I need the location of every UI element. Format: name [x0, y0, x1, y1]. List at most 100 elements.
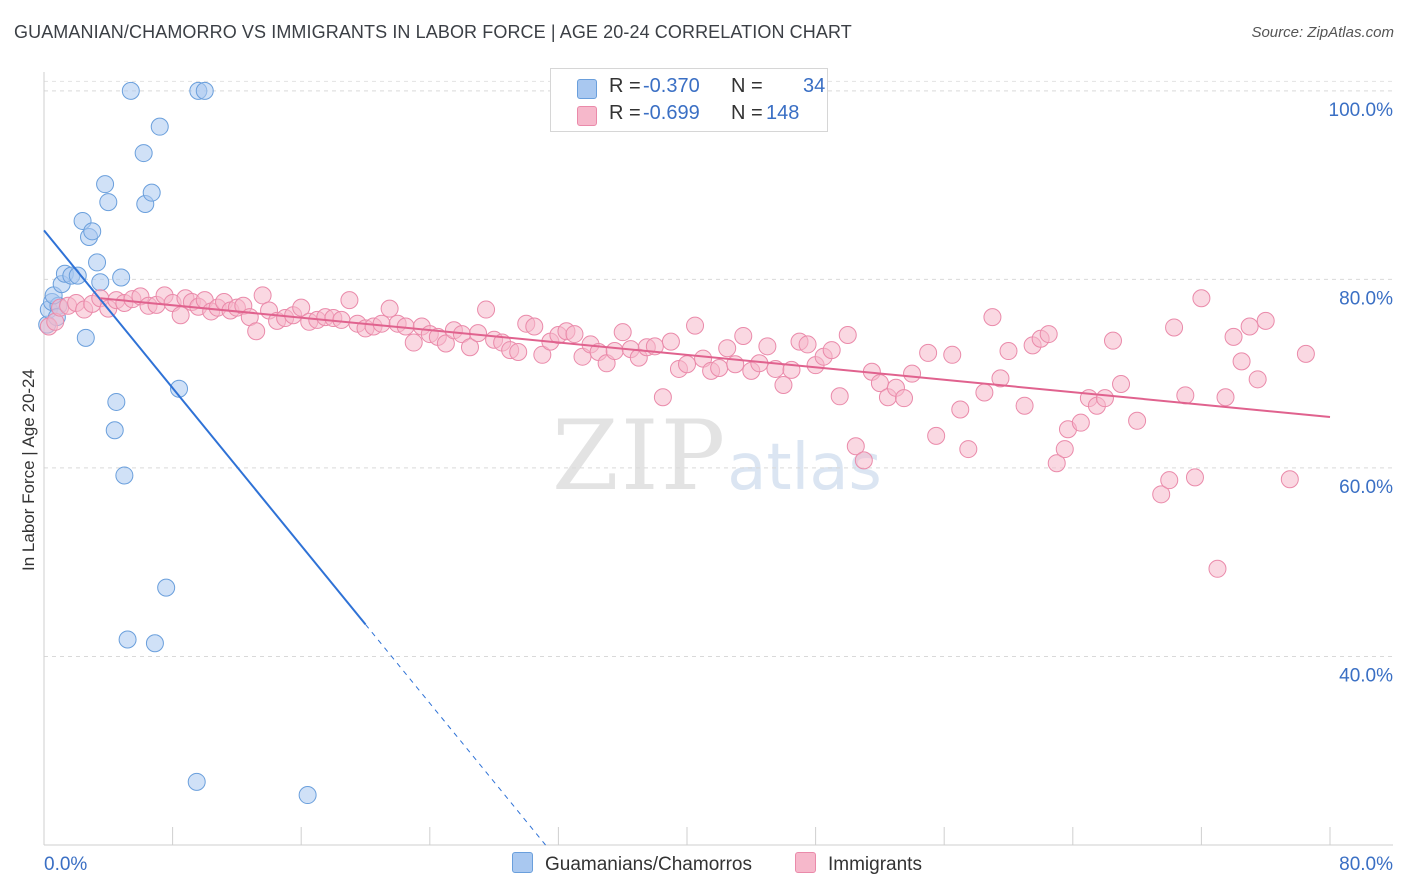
point-immigrant — [1192, 289, 1211, 308]
point-guamanian — [96, 175, 115, 194]
point-immigrant — [1248, 370, 1267, 389]
point-immigrant — [822, 341, 841, 360]
point-guamanian — [112, 268, 131, 287]
point-immigrant — [999, 342, 1018, 361]
point-guamanian — [157, 578, 176, 597]
stats-n-label: N = — [731, 75, 763, 97]
point-immigrant — [718, 339, 737, 358]
point-immigrant — [1152, 485, 1171, 504]
point-immigrant — [340, 291, 359, 310]
point-immigrant — [1015, 396, 1034, 415]
point-guamanian — [142, 183, 161, 202]
point-immigrant — [469, 324, 488, 343]
point-guamanian — [121, 81, 140, 100]
x-tick-label: 0.0% — [44, 854, 87, 875]
point-immigrant — [404, 333, 423, 352]
axis-layer — [43, 72, 1393, 846]
point-guamanian — [118, 630, 137, 649]
point-guamanian — [187, 772, 206, 791]
stats-r-value: -0.699 — [643, 102, 700, 124]
point-immigrant — [436, 334, 455, 353]
point-immigrant — [983, 308, 1002, 327]
point-immigrant — [758, 337, 777, 356]
point-guamanian — [83, 222, 102, 241]
point-immigrant — [943, 345, 962, 364]
point-guamanian — [145, 634, 164, 653]
point-guamanian — [68, 266, 87, 285]
point-immigrant — [830, 387, 849, 406]
watermark-zip: ZIP — [552, 400, 728, 512]
point-immigrant — [332, 310, 351, 329]
point-immigrant — [1176, 386, 1195, 405]
point-immigrant — [1047, 454, 1066, 473]
point-immigrant — [1208, 559, 1227, 578]
point-immigrant — [991, 369, 1010, 388]
legend-swatch-guamanian — [512, 852, 533, 873]
point-immigrant — [1224, 327, 1243, 346]
stats-row-immigrants: R = -0.699 N = 148 — [551, 102, 827, 128]
point-immigrant — [951, 400, 970, 419]
tick-label-layer: 40.0% 60.0% 80.0% 100.0% 0.0% 80.0% — [44, 100, 1393, 875]
y-tick-label: 40.0% — [1339, 665, 1393, 686]
trend-line-guamanian-extension — [365, 624, 546, 846]
trend-layer — [43, 229, 1331, 846]
chart-title: GUAMANIAN/CHAMORRO VS IMMIGRANTS IN LABO… — [14, 22, 852, 42]
point-immigrant — [1240, 317, 1259, 336]
legend-label-immigrants: Immigrants — [828, 854, 922, 875]
point-immigrant — [1185, 468, 1204, 487]
point-guamanian — [99, 193, 118, 212]
point-immigrant — [525, 317, 544, 336]
point-immigrant — [661, 332, 680, 351]
point-immigrant — [1112, 375, 1131, 394]
point-immigrant — [253, 286, 272, 305]
point-immigrant — [903, 364, 922, 383]
point-immigrant — [1256, 311, 1275, 330]
point-immigrant — [846, 437, 865, 456]
legend-label-guamanian: Guamanians/Chamorros — [545, 854, 752, 875]
point-immigrant — [895, 389, 914, 408]
point-immigrant — [1296, 344, 1315, 363]
point-guamanian — [91, 273, 110, 292]
y-tick-label: 60.0% — [1339, 477, 1393, 498]
point-immigrant — [1128, 411, 1147, 430]
stats-box: R = -0.370 N = 34 R = -0.699 N = 148 — [550, 68, 828, 132]
point-immigrant — [710, 359, 729, 378]
point-guamanian — [115, 466, 134, 485]
y-axis-title: In Labor Force | Age 20-24 — [19, 369, 38, 571]
stats-n-label: N = — [731, 102, 763, 124]
point-immigrant — [798, 335, 817, 354]
y-tick-label: 100.0% — [1329, 100, 1394, 121]
trend-line-guamanian — [43, 229, 367, 626]
y-tick-label: 80.0% — [1339, 288, 1393, 309]
point-immigrant — [1095, 389, 1114, 408]
point-guamanian — [150, 117, 169, 136]
point-guamanian — [195, 81, 214, 100]
point-immigrant — [372, 314, 391, 333]
point-immigrant — [927, 426, 946, 445]
point-immigrant — [380, 299, 399, 318]
point-guamanian — [76, 328, 95, 347]
point-immigrant — [1039, 325, 1058, 344]
point-guamanian — [107, 392, 126, 411]
point-immigrant — [565, 325, 584, 344]
point-immigrant — [854, 451, 873, 470]
point-immigrant — [678, 355, 696, 374]
point-immigrant — [959, 440, 978, 459]
point-guamanian — [105, 421, 124, 440]
point-guamanian — [134, 144, 153, 163]
point-immigrant — [686, 316, 705, 335]
stats-row-guamanian: R = -0.370 N = 34 — [551, 75, 827, 101]
point-immigrant — [734, 326, 753, 345]
stats-n-value: 148 — [766, 102, 800, 124]
stats-swatch-immigrants — [577, 106, 597, 126]
stats-n-value: 34 — [803, 75, 826, 97]
point-immigrant — [605, 342, 624, 361]
point-guamanian — [88, 253, 107, 272]
legend-swatch-immigrants — [795, 852, 816, 873]
points-layer — [38, 81, 1315, 805]
point-immigrant — [653, 388, 672, 407]
point-immigrant — [613, 323, 632, 342]
point-immigrant — [292, 298, 311, 317]
point-immigrant — [477, 300, 496, 319]
